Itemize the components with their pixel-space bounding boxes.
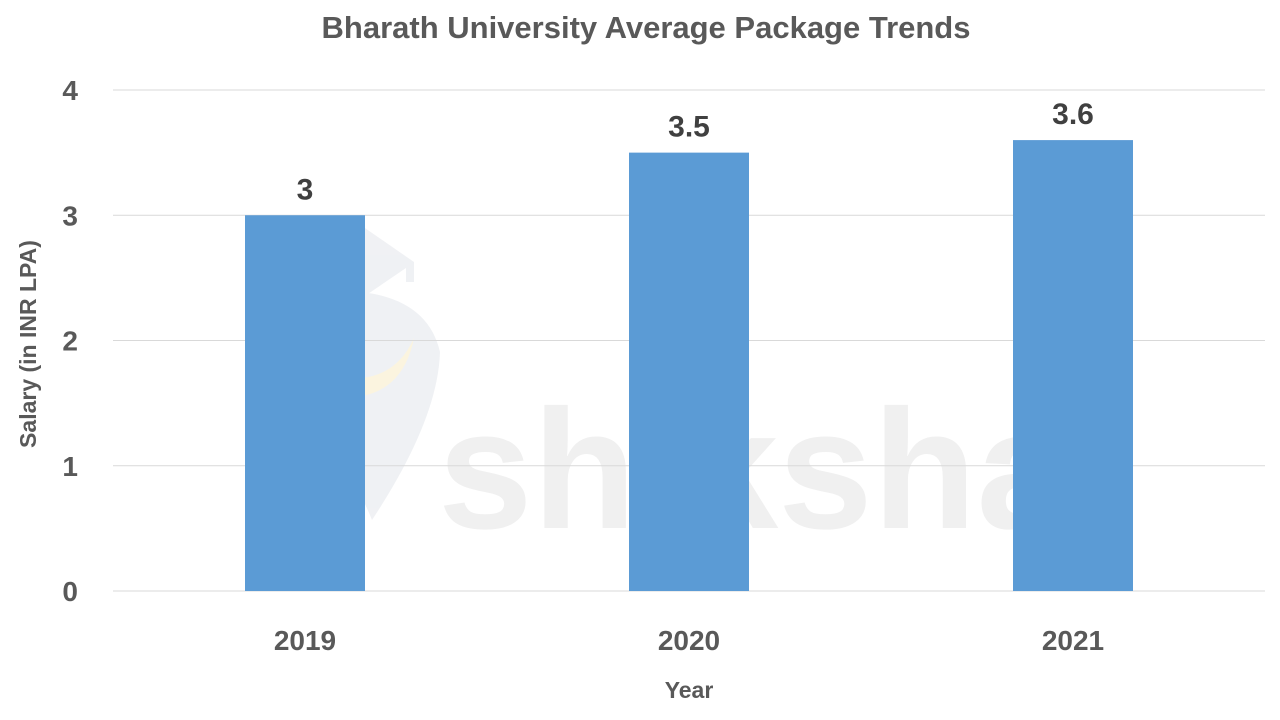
y-tick-label: 0 <box>62 576 78 607</box>
bars <box>245 140 1133 591</box>
data-label-2021: 3.6 <box>1052 98 1094 131</box>
y-axis-label: Salary (in INR LPA) <box>15 240 41 448</box>
bar-2021 <box>1013 140 1133 591</box>
x-tick-label-2020: 2020 <box>658 625 720 656</box>
data-labels: 3 3.5 3.6 <box>297 98 1094 206</box>
x-axis-ticks: 2019 2020 2021 <box>274 625 1104 656</box>
bar-2020 <box>629 152 749 591</box>
data-label-2019: 3 <box>297 173 314 206</box>
watermark-text: shiksha <box>438 375 1073 565</box>
y-tick-label: 4 <box>62 75 78 106</box>
y-axis-ticks: 0 1 2 3 4 <box>62 75 78 607</box>
y-tick-label: 3 <box>62 200 78 231</box>
bar-2019 <box>245 215 365 591</box>
y-tick-label: 1 <box>62 451 78 482</box>
x-tick-label-2019: 2019 <box>274 625 336 656</box>
chart-title: Bharath University Average Package Trend… <box>322 10 971 45</box>
y-tick-label: 2 <box>62 326 78 357</box>
data-label-2020: 3.5 <box>668 111 710 144</box>
x-tick-label-2021: 2021 <box>1042 625 1104 656</box>
x-axis-label: Year <box>665 677 714 703</box>
